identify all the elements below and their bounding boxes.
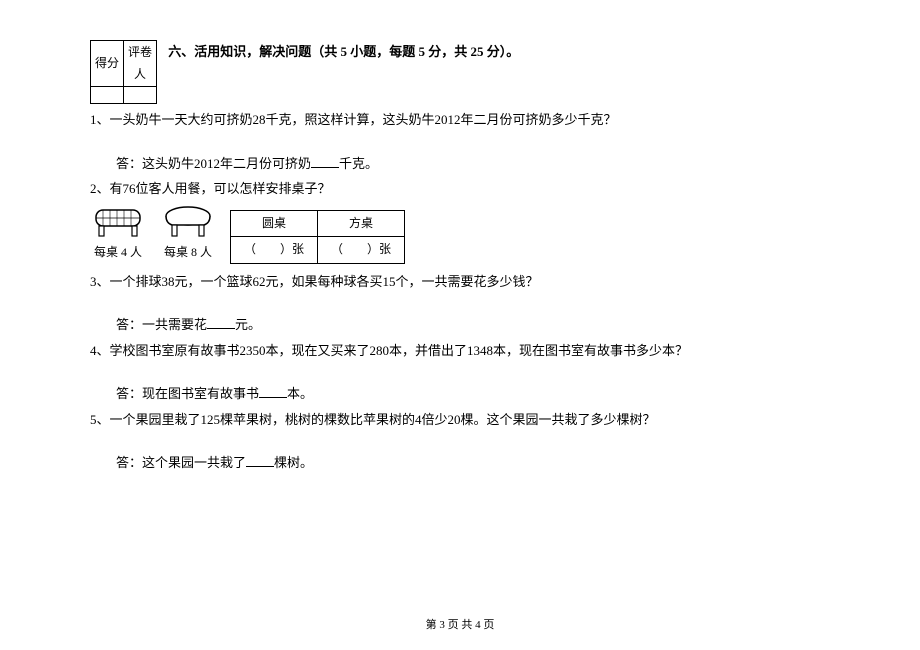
score-header-score: 得分	[91, 41, 124, 87]
answer-3-pre: 答：一共需要花	[116, 317, 207, 332]
blank-4	[259, 384, 287, 398]
answer-1: 答：这头奶牛2012年二月份可挤奶 千克。	[90, 152, 830, 175]
round-desk-icon	[160, 206, 216, 240]
score-header-grader: 评卷人	[124, 41, 157, 87]
question-4: 4、学校图书室原有故事书2350本，现在又买来了280本，并借出了1348本，现…	[90, 339, 830, 362]
round-desk-figure: 每桌 8 人	[160, 206, 216, 264]
q2-table-cell2: （ ）张	[318, 237, 405, 264]
round-desk-label: 每桌 8 人	[160, 242, 216, 264]
answer-1-pre: 答：这头奶牛2012年二月份可挤奶	[116, 156, 311, 171]
exam-page: 得分 评卷人 六、活用知识，解决问题（共 5 小题，每题 5 分，共 25 分）…	[0, 0, 920, 474]
blank-5	[246, 453, 274, 467]
q2-table-cell1: （ ）张	[231, 237, 318, 264]
answer-3-post: 元。	[235, 317, 261, 332]
square-desk-figure: 每桌 4 人	[90, 206, 146, 264]
q2-table-h2: 方桌	[318, 210, 405, 237]
question-2-figures: 每桌 4 人 每桌 8 人 圆桌 方桌 （ ）张 （ ）张	[90, 206, 830, 264]
answer-5-pre: 答：这个果园一共栽了	[116, 455, 246, 470]
score-cell-score	[91, 87, 124, 104]
answer-1-post: 千克。	[339, 156, 378, 171]
square-desk-label: 每桌 4 人	[90, 242, 146, 264]
question-5: 5、一个果园里栽了125棵苹果树，桃树的棵数比苹果树的4倍少20棵。这个果园一共…	[90, 408, 830, 431]
answer-4-post: 本。	[287, 386, 313, 401]
score-box: 得分 评卷人	[90, 40, 157, 104]
question-3: 3、一个排球38元，一个篮球62元，如果每种球各买15个，一共需要花多少钱？	[90, 270, 830, 293]
blank-1	[311, 154, 339, 168]
question-2-table: 圆桌 方桌 （ ）张 （ ）张	[230, 210, 405, 264]
answer-3: 答：一共需要花 元。	[90, 313, 830, 336]
question-2: 2、有76位客人用餐，可以怎样安排桌子？	[90, 177, 830, 200]
question-1: 1、一头奶牛一天大约可挤奶28千克，照这样计算，这头奶牛2012年二月份可挤奶多…	[90, 108, 830, 131]
answer-4: 答：现在图书室有故事书 本。	[90, 382, 830, 405]
square-desk-icon	[90, 206, 146, 240]
blank-3	[207, 315, 235, 329]
q2-table-h1: 圆桌	[231, 210, 318, 237]
answer-4-pre: 答：现在图书室有故事书	[116, 386, 259, 401]
answer-5: 答：这个果园一共栽了 棵树。	[90, 451, 830, 474]
answer-5-post: 棵树。	[274, 455, 313, 470]
page-footer: 第 3 页 共 4 页	[0, 616, 920, 632]
score-cell-grader	[124, 87, 157, 104]
section-header: 得分 评卷人 六、活用知识，解决问题（共 5 小题，每题 5 分，共 25 分）…	[90, 40, 830, 104]
section-title: 六、活用知识，解决问题（共 5 小题，每题 5 分，共 25 分）。	[168, 40, 519, 63]
